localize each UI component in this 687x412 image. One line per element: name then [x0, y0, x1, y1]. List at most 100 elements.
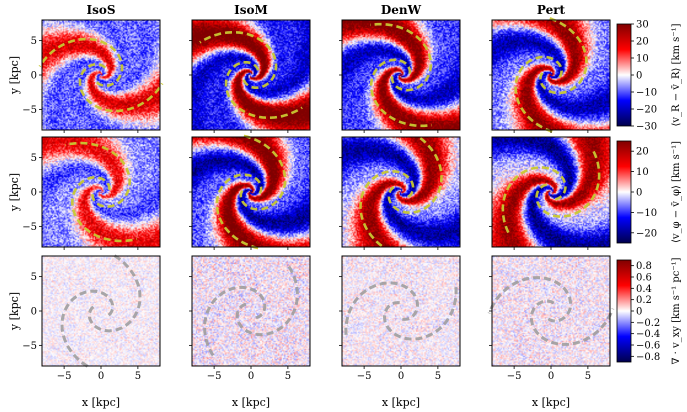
panel-denw-row1 [339, 19, 461, 133]
spiral-arm-overlay [64, 141, 132, 208]
y-tick-label: 0 [31, 71, 37, 82]
heatmap-image [342, 256, 460, 366]
panel-isos-row1: −5 0 5 [22, 19, 164, 133]
colorbar-label: ∇ · v_xy [km s⁻¹ pc⁻¹] [671, 257, 682, 364]
colorbar-tick-label: −10 [636, 88, 657, 99]
colorbar-tick-label: 0.4 [636, 284, 652, 295]
y-tick-label: −5 [22, 222, 37, 233]
colorbar-gradient [616, 140, 632, 244]
spiral-arm-overlay [199, 30, 278, 89]
colorbar-tick-label: 10 [636, 54, 649, 65]
colorbar-tick-label: 20 [636, 37, 649, 48]
y-tick-label: 0 [31, 307, 37, 318]
x-tick-label: 5 [435, 371, 441, 382]
colorbars: −30 −20 −10 0 10 20 30 ⟨v_R − v̄_R⟩ [km s⁻¹] −20… [616, 20, 682, 365]
panel-pert-row3: −5 0 5 [487, 255, 615, 382]
x-axis-label: x [kpc] [232, 396, 270, 409]
heatmap-image [42, 137, 160, 247]
spiral-arm-overlay [370, 22, 433, 92]
colorbar-tick-label: 20 [636, 147, 649, 158]
x-tick-label: −5 [507, 371, 522, 382]
spiral-arm-overlay [235, 263, 299, 337]
y-tick-label: 5 [31, 272, 37, 283]
spiral-arm-overlay [87, 252, 142, 333]
x-tick-label: −5 [207, 371, 222, 382]
heatmap-image [342, 137, 460, 247]
colorbar-tick-label: −0.6 [636, 341, 660, 352]
spiral-arm-overlay [344, 281, 420, 339]
colorbar-row3: −0.8−0.6−0.4−0.200.20.40.60.8 ∇ · v_xy [k… [616, 257, 682, 365]
colorbar-row1: −30 −20 −10 0 10 20 30 ⟨v_R − v̄_R⟩ [km s⁻¹] [616, 20, 682, 133]
x-tick-label: 5 [285, 371, 291, 382]
heatmap-image [492, 137, 610, 247]
colorbar-tick-label: 30 [636, 20, 649, 31]
colorbar-tick-label: −10 [636, 208, 657, 219]
colorbar-tick-label: −20 [636, 228, 657, 239]
spiral-arm-overlay [487, 276, 573, 323]
spiral-arm-overlay [501, 166, 567, 236]
spiral-arm-overlay [224, 61, 303, 119]
y-tick-label: 5 [31, 153, 37, 164]
spiral-arm-overlay [239, 133, 287, 211]
x-axis-label: x [kpc] [382, 396, 420, 409]
y-axis-label: y [kpc] [8, 292, 21, 331]
x-axis-label: x [kpc] [532, 396, 570, 409]
spiral-arm-overlay [70, 176, 138, 243]
colorbar-tick-label: −0.8 [636, 352, 660, 363]
spiral-arm-overlay [60, 289, 115, 370]
x-axis-label: x [kpc] [82, 396, 120, 409]
x-tick-label: 0 [98, 371, 104, 382]
x-tick-label: 5 [135, 371, 141, 382]
panel-isom-row2 [189, 133, 311, 251]
column-title-isom: IsoM [234, 3, 268, 17]
x-tick-label: 5 [585, 371, 591, 382]
heatmap-image [192, 137, 310, 247]
colorbar-label: ⟨v_φ − v̄_φ⟩ [km s⁻¹] [671, 141, 682, 243]
spiral-arm-overlay [38, 37, 124, 88]
x-tick-label: 0 [398, 371, 404, 382]
panel-isom-row1 [189, 19, 311, 133]
panel-pert-row2 [489, 136, 611, 250]
spiral-arm-overlay [369, 58, 432, 128]
colorbar-tick-label: 0.2 [636, 295, 652, 306]
y-tick-label: 5 [31, 36, 37, 47]
heatmap-image [492, 20, 610, 130]
heatmap-image [492, 256, 610, 366]
spiral-arm-overlay [539, 16, 588, 95]
colorbar-gradient [616, 259, 632, 363]
spiral-arm-overlay [535, 148, 601, 218]
colorbar-label: ⟨v_R − v̄_R⟩ [km s⁻¹] [671, 23, 682, 126]
panel-isom-row3: −5 0 5 [189, 255, 311, 382]
colorbar-row2: −20 −10 0 10 20 ⟨v_φ − v̄_φ⟩ [km s⁻¹] [616, 140, 682, 244]
colorbar-tick-label: 0 [636, 307, 642, 318]
heatmap-image [42, 20, 160, 130]
axis-labels: y [kpc] y [kpc] y [kpc] x [kpc] x [kpc] x [kp… [8, 56, 570, 409]
heatmap-image [192, 20, 310, 130]
colorbar-tick-label: 0.6 [636, 273, 652, 284]
y-tick-label: 0 [31, 188, 37, 199]
column-title-denw: DenW [381, 3, 422, 17]
column-titles: IsoS IsoM DenW Pert [86, 3, 565, 17]
colorbar-gradient [616, 23, 632, 127]
spiral-arm-overlay [382, 283, 458, 341]
heatmap-image [192, 256, 310, 366]
spiral-arm-overlay [78, 62, 164, 113]
colorbar-tick-label: 0 [636, 188, 642, 199]
colorbar-tick-label: −0.4 [636, 329, 660, 340]
y-axis-label: y [kpc] [8, 56, 21, 95]
x-tick-label: 0 [248, 371, 254, 382]
y-tick-label: −5 [22, 341, 37, 352]
column-title-isos: IsoS [86, 3, 115, 17]
colorbar-tick-label: −20 [636, 105, 657, 116]
column-title-pert: Pert [537, 3, 566, 17]
spiral-arm-overlay [529, 299, 615, 346]
x-tick-label: −5 [57, 371, 72, 382]
panel-denw-row3: −5 0 5 [339, 255, 461, 382]
panel-grid: −5 0 5 −5 0 5 −5 0 5 −5 0 5 −5 0 5 −5 0 5 −5 0 5 [22, 16, 615, 382]
spiral-arm-overlay [514, 55, 563, 134]
heatmap-image [342, 20, 460, 130]
spiral-arm-overlay [203, 285, 267, 359]
panel-isos-row2: −5 0 5 [22, 136, 161, 250]
x-tick-label: 0 [548, 371, 554, 382]
